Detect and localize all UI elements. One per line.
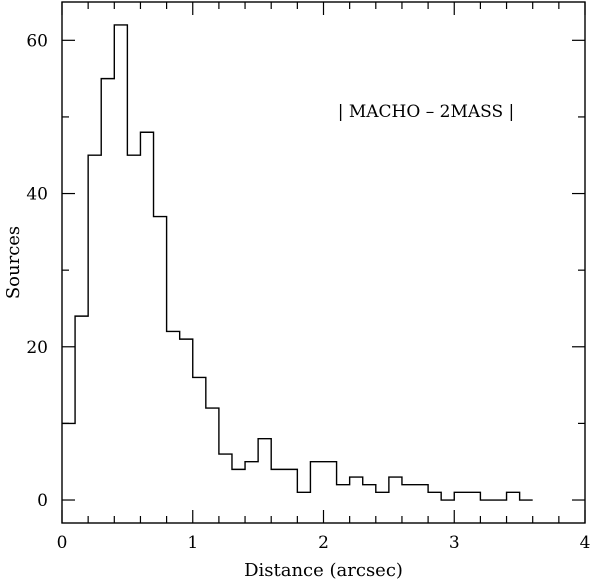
- y-tick-label: 20: [26, 338, 48, 358]
- histogram-step-line: [62, 24, 533, 501]
- x-axis-label: Distance (arcsec): [244, 560, 403, 581]
- y-tick-label: 0: [37, 491, 48, 511]
- y-axis-label: Sources: [3, 226, 24, 299]
- x-tick-label: 2: [318, 533, 329, 553]
- x-tick-labels: 0 1 2 3 4: [57, 533, 591, 553]
- plot-frame: [61, 1, 586, 524]
- chart-annotation: | MACHO – 2MASS |: [338, 102, 515, 122]
- y-tick-label: 60: [26, 31, 48, 51]
- axis-ticks: [61, 2, 586, 523]
- y-tick-labels: 0 20 40 60: [26, 31, 48, 511]
- x-tick-label: 4: [580, 533, 591, 553]
- x-tick-label: 3: [449, 533, 460, 553]
- y-tick-label: 40: [26, 185, 48, 205]
- x-tick-label: 0: [57, 533, 68, 553]
- x-tick-label: 1: [187, 533, 198, 553]
